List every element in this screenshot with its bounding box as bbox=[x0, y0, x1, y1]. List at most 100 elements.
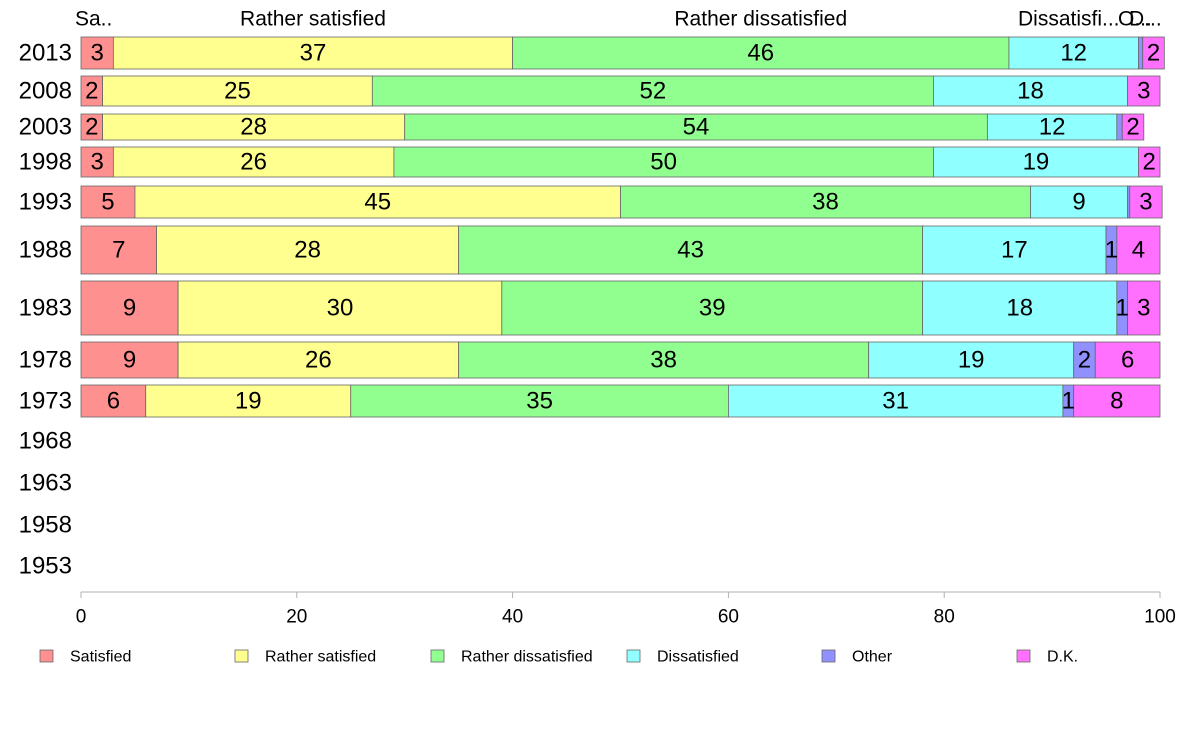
bar-segment-1998-d-k bbox=[1138, 146, 1161, 178]
value-label: 6 bbox=[107, 388, 120, 415]
legend-label: Dissatisfied bbox=[657, 649, 739, 666]
legend: Satisfied Rather satisfied Rather dissatis… bbox=[39, 649, 1078, 666]
legend-swatch-satisfied bbox=[39, 649, 54, 663]
bar-segment-1978-satisfied bbox=[80, 341, 179, 379]
x-tick-label: 20 bbox=[286, 607, 307, 628]
bar-segment-1988-d-k bbox=[1116, 225, 1161, 275]
bar-segment-1998-rather-dissatisfied bbox=[393, 146, 934, 178]
value-label: 8 bbox=[1110, 388, 1123, 415]
value-label: 12 bbox=[1039, 114, 1066, 141]
bar-segment-2013-rather-dissatisfied bbox=[512, 36, 1010, 70]
bar-segment-1983-satisfied bbox=[80, 280, 179, 336]
legend-swatch-rather-satisfied bbox=[234, 649, 249, 663]
top-labels-layer: Sa.. Rather satisfied Rather dissatisfied D… bbox=[75, 8, 1162, 31]
value-label: 43 bbox=[677, 237, 704, 264]
value-label: 52 bbox=[640, 78, 667, 105]
value-label: 6 bbox=[1121, 347, 1134, 374]
bar-segment-1993-dissatisfied bbox=[1030, 185, 1129, 219]
y-tick-label: 1963 bbox=[19, 470, 72, 497]
value-label: 2 bbox=[1078, 347, 1091, 374]
value-label: 17 bbox=[1001, 237, 1028, 264]
x-tick-label: 0 bbox=[76, 607, 87, 628]
bar-segment-2003-rather-satisfied bbox=[102, 113, 406, 141]
value-label: 3 bbox=[1137, 295, 1150, 322]
legend-label: Rather satisfied bbox=[265, 649, 376, 666]
value-label: 19 bbox=[235, 388, 262, 415]
value-label: 19 bbox=[958, 347, 985, 374]
bar-segment-2003-rather-dissatisfied bbox=[404, 113, 988, 141]
value-label: 9 bbox=[123, 295, 136, 322]
value-label: 9 bbox=[123, 347, 136, 374]
bar-segment-1988-rather-dissatisfied bbox=[458, 225, 924, 275]
value-label: 18 bbox=[1006, 295, 1033, 322]
value-labels-layer: 3 37 46 12 22 25 52 18 32 28 54 12 23 26 50 19 25 45 38 9 37… bbox=[85, 40, 1160, 415]
bar-segment-2013-dissatisfied bbox=[1008, 36, 1139, 70]
value-label: 2 bbox=[1143, 149, 1156, 176]
y-axis: 2013 2008 2003 1998 1993 1988 1983 1978 1973 1968… bbox=[19, 40, 72, 580]
value-label: 4 bbox=[1132, 237, 1145, 264]
value-label: 18 bbox=[1017, 78, 1044, 105]
y-tick-label: 1998 bbox=[19, 149, 72, 176]
value-label: 3 bbox=[91, 149, 104, 176]
value-label: 25 bbox=[224, 78, 251, 105]
top-label: O... bbox=[1118, 8, 1152, 31]
bars-layer bbox=[80, 36, 1165, 418]
bar-segment-2013-d-k bbox=[1142, 36, 1165, 70]
top-label: Rather dissatisfied bbox=[674, 8, 847, 31]
y-tick-label: 2003 bbox=[19, 114, 72, 141]
value-label: 35 bbox=[526, 388, 553, 415]
value-label: 38 bbox=[650, 347, 677, 374]
top-label: Sa.. bbox=[75, 8, 112, 31]
legend-swatch-other bbox=[821, 649, 836, 663]
value-label: 38 bbox=[812, 189, 839, 216]
bar-segment-1978-rather-satisfied bbox=[177, 341, 460, 379]
bar-segment-1993-d-k bbox=[1129, 185, 1163, 219]
x-tick-label: 40 bbox=[502, 607, 523, 628]
value-label: 26 bbox=[305, 347, 332, 374]
bar-segment-2003-d-k bbox=[1121, 113, 1145, 141]
y-tick-label: 1958 bbox=[19, 512, 72, 539]
value-label: 1 bbox=[1062, 388, 1075, 415]
bar-segment-2013-satisfied bbox=[80, 36, 114, 70]
value-label: 12 bbox=[1060, 40, 1087, 67]
value-label: 19 bbox=[1023, 149, 1050, 176]
bar-segment-1978-dissatisfied bbox=[868, 341, 1075, 379]
legend-swatch-rather-dissatisfied bbox=[430, 649, 445, 663]
value-label: 2 bbox=[85, 78, 98, 105]
bar-segment-2013-rather-satisfied bbox=[112, 36, 514, 70]
top-label: Rather satisfied bbox=[240, 8, 386, 31]
legend-label: Rather dissatisfied bbox=[461, 649, 593, 666]
legend-swatch-d-k bbox=[1016, 649, 1031, 663]
bar-segment-1973-dissatisfied bbox=[728, 384, 1064, 418]
value-label: 3 bbox=[1139, 189, 1152, 216]
legend-label: Other bbox=[852, 649, 893, 666]
value-label: 1 bbox=[1105, 237, 1118, 264]
value-label: 30 bbox=[327, 295, 354, 322]
bar-segment-2008-dissatisfied bbox=[933, 75, 1129, 107]
top-label: Dissatisfi... bbox=[1018, 8, 1120, 31]
value-label: 3 bbox=[1137, 78, 1150, 105]
value-label: 5 bbox=[101, 189, 114, 216]
bar-segment-1998-rather-satisfied bbox=[112, 146, 395, 178]
value-label: 28 bbox=[240, 114, 267, 141]
y-tick-label: 2008 bbox=[19, 78, 72, 105]
legend-swatch-dissatisfied bbox=[626, 649, 641, 663]
bar-segment-2013-other bbox=[1138, 36, 1144, 70]
bar-segment-1988-rather-satisfied bbox=[156, 225, 460, 275]
y-tick-label: 1973 bbox=[19, 388, 72, 415]
bar-segment-2008-d-k bbox=[1127, 75, 1161, 107]
x-tick-label: 60 bbox=[718, 607, 739, 628]
y-tick-label: 1993 bbox=[19, 189, 72, 216]
bar-segment-2003-other bbox=[1116, 113, 1123, 141]
bar-segment-1988-satisfied bbox=[80, 225, 157, 275]
y-tick-label: 1968 bbox=[19, 428, 72, 455]
y-tick-label: 1983 bbox=[19, 295, 72, 322]
value-label: 9 bbox=[1072, 189, 1085, 216]
bar-segment-2008-rather-satisfied bbox=[102, 75, 373, 107]
y-tick-label: 1953 bbox=[19, 553, 72, 580]
bar-segment-1983-d-k bbox=[1127, 280, 1161, 336]
bar-segment-1978-d-k bbox=[1094, 341, 1161, 379]
y-tick-label: 1988 bbox=[19, 237, 72, 264]
